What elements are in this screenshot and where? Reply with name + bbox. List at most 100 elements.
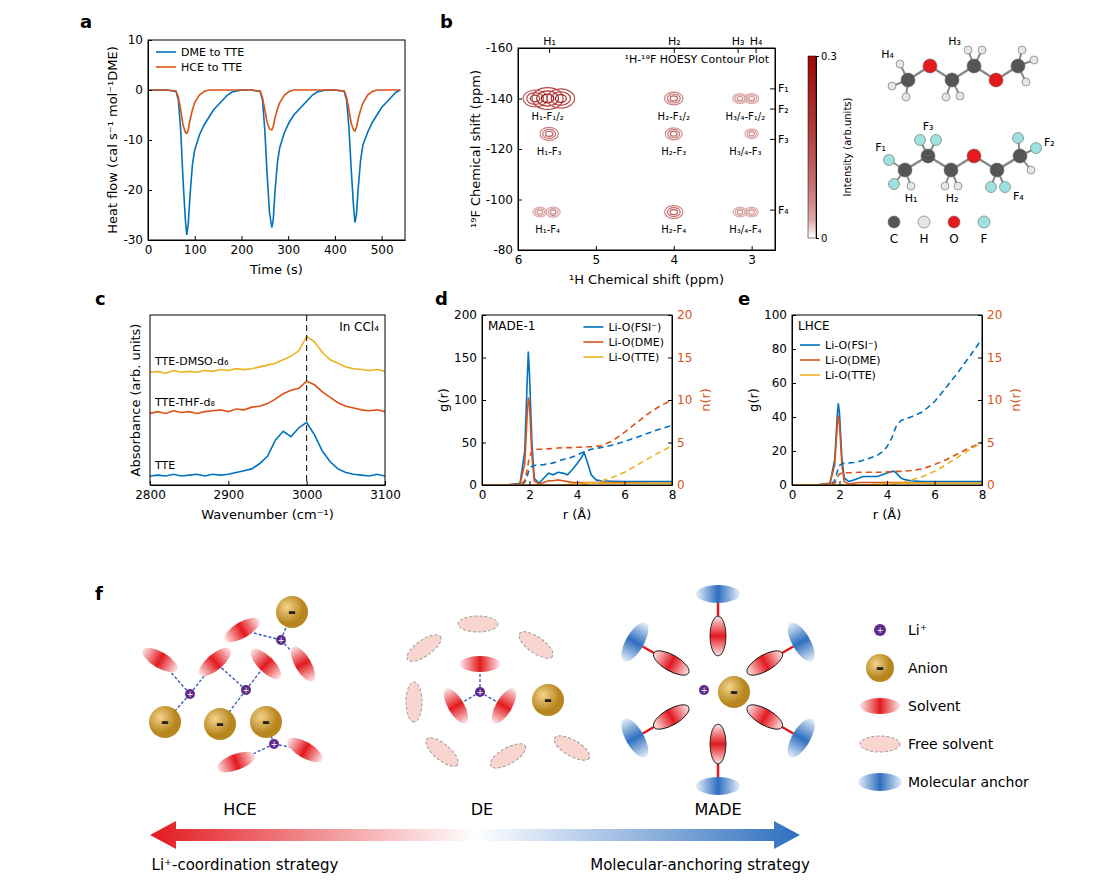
tick-mark — [596, 246, 597, 250]
tick: 2800 — [135, 481, 166, 502]
series-line — [792, 415, 982, 485]
axis-line — [519, 48, 776, 49]
peak-label: H₂-F₁/₂ — [658, 111, 690, 122]
tick-mark — [752, 246, 753, 250]
tick-label: 400 — [324, 243, 347, 257]
legend-label: Free solvent — [908, 736, 994, 752]
legend-atom — [978, 216, 990, 228]
series-line — [148, 90, 400, 235]
solvent — [221, 613, 264, 647]
tick: 2 — [526, 481, 534, 502]
molecular-anchor — [782, 618, 820, 665]
atom — [945, 73, 959, 87]
tick: 10 — [128, 33, 152, 47]
tick-mark — [770, 88, 775, 89]
legend-label: O — [949, 232, 958, 246]
strategy-label: Li⁺-coordination strategy — [152, 856, 339, 874]
tick: H₄ — [750, 35, 763, 53]
solvent — [860, 698, 900, 714]
legend-swatch — [583, 341, 603, 343]
li-sign: + — [271, 740, 278, 749]
tick-label: 80 — [772, 342, 787, 356]
axis-line — [792, 316, 793, 486]
series-label: TTE-DMSO-d₆ — [154, 355, 229, 368]
tick: 3100 — [370, 481, 401, 502]
tick: 100 — [454, 393, 486, 407]
legend-label: Li-O(TTE) — [825, 369, 876, 382]
molecule-diagram: H₄H₃F₁F₃F₂F₄H₁H₂CHOF — [875, 35, 1055, 246]
tick-label: -30 — [123, 233, 143, 247]
tick-mark — [150, 481, 151, 485]
tick: 15 — [978, 351, 1002, 365]
anchored-solvent — [710, 616, 726, 656]
li-ion — [185, 689, 195, 699]
tick-mark — [668, 443, 672, 444]
tick-label: H₃ — [732, 35, 745, 48]
tick-mark — [288, 236, 289, 240]
tick-label: F₂ — [778, 103, 789, 116]
atom — [944, 163, 958, 177]
li-ion — [475, 687, 485, 697]
contour — [667, 94, 680, 103]
tick-label: 5 — [987, 436, 995, 450]
anchored-solvent — [743, 700, 786, 734]
free-solvent — [487, 739, 530, 773]
contour — [670, 131, 677, 136]
tick-label: F₃ — [778, 133, 789, 146]
series-line — [150, 336, 385, 373]
anion — [718, 676, 750, 708]
tick: 2 — [836, 481, 844, 502]
tick: 100 — [184, 236, 207, 257]
tick-label: 300 — [277, 243, 300, 257]
axis-line — [793, 485, 983, 486]
tick-label: 0 — [479, 488, 487, 502]
plot-frame — [150, 315, 385, 485]
anchor-link — [643, 727, 654, 734]
axis: 050100150200 — [454, 308, 486, 492]
atom — [888, 82, 896, 90]
peak-label: H₃/₄-F₃ — [729, 146, 761, 157]
axis-title: Wavenumber (cm⁻¹) — [201, 507, 334, 522]
anion-sign: - — [288, 599, 296, 623]
axis: H₁H₂H₃H₄ — [519, 35, 776, 53]
anion-sign: - — [544, 687, 552, 711]
tick: 5 — [593, 246, 601, 267]
contour — [665, 128, 682, 140]
free-solvent — [422, 733, 463, 771]
tick: 20 — [978, 308, 1002, 322]
tick: 0 — [135, 83, 152, 97]
tick-label: 0 — [779, 478, 787, 492]
axis-title: Absorbance (arb. units) — [128, 324, 143, 477]
anion — [276, 596, 308, 628]
tick: 6 — [621, 481, 629, 502]
axis-title: Heat flow (cal s⁻¹ mol⁻¹DME) — [105, 46, 120, 234]
tick-label: 60 — [772, 376, 787, 390]
contour — [745, 207, 759, 216]
contour — [747, 209, 756, 216]
solvent — [214, 748, 257, 777]
tick-mark — [668, 358, 672, 359]
tick-label: 6 — [621, 488, 629, 502]
tick-mark — [382, 236, 383, 240]
axis-line — [483, 485, 673, 486]
legend-label: Li-O(DME) — [825, 354, 881, 367]
tick: 0 — [779, 478, 796, 492]
axis: 2800290030003100 — [135, 481, 401, 502]
axis-title: Time (s) — [249, 262, 303, 277]
free-solvent — [515, 627, 557, 663]
li-ion — [874, 624, 886, 636]
legend-label: F — [981, 232, 988, 246]
tick: 6 — [931, 481, 939, 502]
legend-item: DME to TTE — [156, 46, 244, 59]
legend-item: Li-O(DME) — [800, 354, 881, 367]
tick-mark — [228, 481, 229, 485]
tick-mark — [307, 481, 308, 485]
panel-label: a — [80, 11, 92, 32]
anchor-link — [782, 727, 793, 734]
plot-frame — [148, 40, 405, 240]
free-solvent — [458, 616, 498, 632]
peak-label: H₁-F₃ — [537, 146, 562, 157]
atom — [1018, 46, 1026, 54]
tick: 10 — [978, 393, 1002, 407]
series-line — [150, 381, 385, 413]
